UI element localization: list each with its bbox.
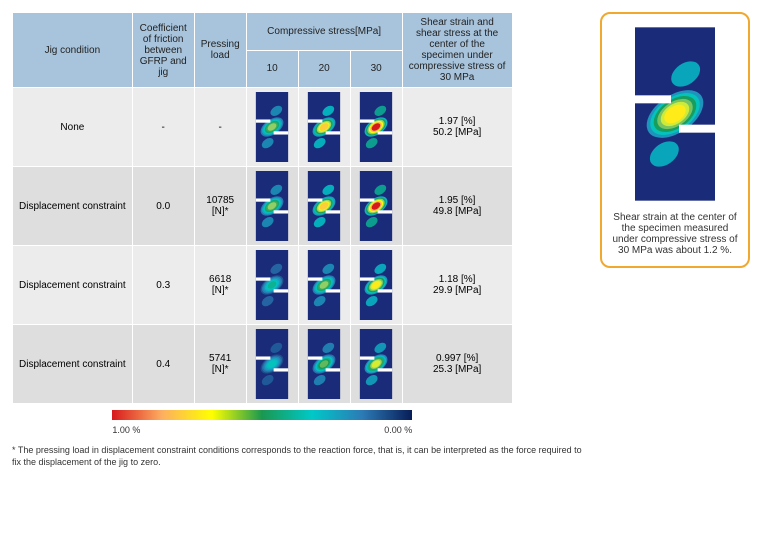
results-table: Jig condition Coefficient of friction be…: [12, 12, 513, 439]
simulation-thumbnail: [355, 250, 397, 320]
cell-load: 5741 [N]*: [194, 325, 246, 404]
cell-sim: [350, 88, 402, 167]
colorbar: [112, 410, 412, 420]
cell-result: 0.997 [%]25.3 [MPa]: [402, 325, 512, 404]
cell-load: -: [194, 88, 246, 167]
simulation-thumbnail: [251, 92, 293, 162]
cell-load: 10785 [N]*: [194, 167, 246, 246]
cell-jig: None: [13, 88, 133, 167]
cell-sim: [298, 167, 350, 246]
table-row: None-- 1.97 [%]50.2 [MPa]: [13, 88, 513, 167]
table-row: Displacement constraint0.36618 [N]* 1.18 …: [13, 246, 513, 325]
col-result: Shear strain and shear stress at the cen…: [402, 13, 512, 88]
cell-sim: [298, 246, 350, 325]
cell-cof: -: [132, 88, 194, 167]
cell-sim: [350, 246, 402, 325]
cell-jig: Displacement constraint: [13, 167, 133, 246]
cell-result: 1.18 [%]29.9 [MPa]: [402, 246, 512, 325]
cell-cof: 0.3: [132, 246, 194, 325]
simulation-thumbnail: [251, 171, 293, 241]
cell-load: 6618 [N]*: [194, 246, 246, 325]
side-simulation: [635, 24, 715, 204]
cell-cof: 0.0: [132, 167, 194, 246]
simulation-thumbnail: [355, 171, 397, 241]
cell-jig: Displacement constraint: [13, 246, 133, 325]
cell-cof: 0.4: [132, 325, 194, 404]
col-stress-group: Compressive stress[MPa]: [246, 13, 402, 51]
simulation-thumbnail: [303, 171, 345, 241]
cell-sim: [298, 325, 350, 404]
cell-sim: [298, 88, 350, 167]
simulation-thumbnail: [303, 250, 345, 320]
cell-sim: [246, 325, 298, 404]
simulation-thumbnail: [251, 329, 293, 399]
legend-max: 1.00 %: [112, 425, 140, 435]
simulation-thumbnail: [303, 92, 345, 162]
simulation-thumbnail: [303, 329, 345, 399]
col-stress-30: 30: [350, 50, 402, 88]
simulation-thumbnail: [251, 250, 293, 320]
cell-sim: [246, 246, 298, 325]
cell-sim: [246, 167, 298, 246]
cell-result: 1.97 [%]50.2 [MPa]: [402, 88, 512, 167]
simulation-thumbnail: [355, 92, 397, 162]
cell-result: 1.95 [%]49.8 [MPa]: [402, 167, 512, 246]
cell-sim: [246, 88, 298, 167]
legend-min: 0.00 %: [384, 425, 412, 435]
col-stress-20: 20: [298, 50, 350, 88]
col-load: Pressing load: [194, 13, 246, 88]
col-stress-10: 10: [246, 50, 298, 88]
table-row: Displacement constraint0.45741 [N]* 0.997…: [13, 325, 513, 404]
footnote: * The pressing load in displacement cons…: [12, 445, 592, 468]
side-panel: Shear strain at the center of the specim…: [600, 12, 750, 268]
table-row: Displacement constraint0.010785 [N]* 1.95…: [13, 167, 513, 246]
col-cof: Coefficient of friction between GFRP and…: [132, 13, 194, 88]
cell-jig: Displacement constraint: [13, 325, 133, 404]
side-caption: Shear strain at the center of the specim…: [610, 212, 740, 256]
col-jig: Jig condition: [13, 13, 133, 88]
cell-sim: [350, 325, 402, 404]
simulation-thumbnail: [355, 329, 397, 399]
cell-sim: [350, 167, 402, 246]
